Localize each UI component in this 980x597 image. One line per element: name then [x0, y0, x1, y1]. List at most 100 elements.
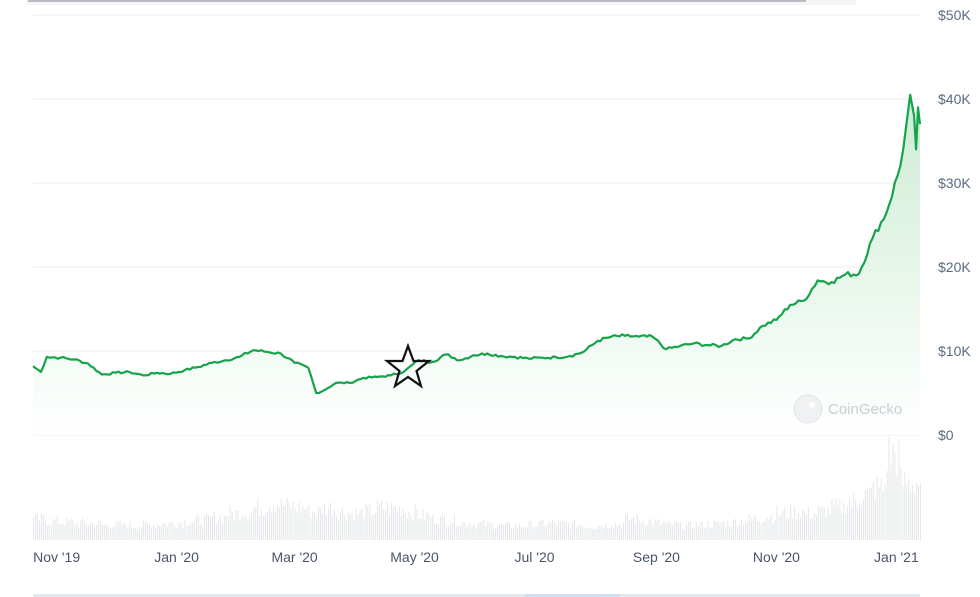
volume-bar — [239, 519, 241, 540]
volume-bar — [910, 491, 912, 540]
volume-bar — [339, 512, 341, 540]
volume-bar — [831, 499, 833, 540]
volume-bar — [908, 478, 910, 540]
volume-bar — [186, 525, 188, 540]
volume-bar — [414, 503, 416, 540]
volume-bar — [575, 528, 577, 540]
volume-bar — [308, 505, 310, 540]
volume-bar — [257, 499, 259, 540]
volume-bar — [512, 528, 514, 540]
y-tick-label: $30K — [938, 175, 971, 191]
volume-bar — [54, 520, 56, 540]
volume-bar — [902, 486, 904, 540]
volume-bar — [328, 508, 329, 540]
volume-bar — [418, 519, 420, 540]
volume-bar — [168, 523, 170, 540]
volume-bar — [101, 524, 103, 540]
volume-bar — [371, 516, 373, 540]
volume-bar — [66, 517, 68, 540]
volume-bar — [255, 507, 257, 540]
x-tick-label: Jan '21 — [874, 549, 919, 565]
volume-bar — [158, 525, 160, 540]
volume-bar — [436, 523, 438, 540]
volume-bar — [432, 514, 434, 540]
volume-bar — [697, 526, 699, 540]
volume-bar — [522, 526, 524, 540]
volume-bar — [461, 522, 463, 540]
volume-bar — [38, 520, 40, 540]
volume-bar — [276, 505, 278, 540]
volume-bar — [514, 524, 516, 540]
volume-bar — [851, 505, 853, 540]
volume-bar — [731, 526, 733, 540]
volume-bar — [278, 508, 280, 540]
navigator-top-bar[interactable] — [26, 0, 856, 5]
coingecko-logo-icon — [793, 394, 823, 424]
volume-bar — [788, 519, 790, 540]
volume-bar — [247, 519, 249, 540]
volume-bar — [668, 521, 670, 540]
volume-bar — [125, 525, 127, 540]
volume-bar — [426, 512, 428, 540]
volume-bar — [849, 500, 851, 540]
volume-bar — [331, 516, 333, 540]
volume-bar — [221, 523, 223, 540]
volume-bar — [343, 514, 345, 540]
volume-bar — [664, 522, 666, 540]
volume-bar — [210, 517, 211, 540]
x-tick-label: Jan '20 — [154, 549, 199, 565]
volume-bar — [333, 509, 335, 540]
volume-bar — [408, 511, 410, 540]
x-tick-label: Nov '20 — [753, 549, 800, 565]
volume-bar — [866, 488, 868, 540]
volume-bar — [843, 502, 845, 540]
volume-bar — [373, 514, 375, 540]
volume-bar — [473, 523, 475, 540]
volume-bar — [310, 518, 312, 540]
volume-bar — [76, 522, 78, 540]
star-marker-icon — [383, 342, 433, 389]
volume-bar — [133, 527, 135, 540]
volume-bar — [528, 520, 530, 540]
volume-bar — [687, 521, 689, 540]
volume-bar — [225, 515, 227, 540]
volume-bar — [691, 527, 693, 540]
navigator-bottom-bar[interactable] — [33, 594, 920, 597]
volume-bar — [259, 515, 261, 540]
volume-bar — [261, 510, 263, 540]
volume-bar — [40, 513, 42, 540]
volume-bar — [566, 522, 567, 540]
volume-bar — [194, 519, 196, 540]
volume-bar — [288, 502, 290, 540]
volume-bar — [764, 520, 766, 540]
volume-bar — [292, 500, 294, 540]
navigator-range-handle[interactable] — [525, 594, 620, 597]
volume-bar — [448, 526, 449, 540]
volume-bar — [48, 524, 50, 540]
volume-bar — [117, 522, 119, 540]
volume-bar — [845, 512, 847, 540]
volume-bar — [46, 525, 48, 540]
volume-bar — [33, 517, 34, 540]
volume-bar — [90, 523, 91, 540]
volume-bar — [475, 528, 477, 540]
navigator-scrollbar[interactable] — [28, 0, 806, 2]
volume-bar — [493, 529, 495, 540]
volume-bar — [825, 518, 827, 540]
volume-bar — [68, 520, 70, 540]
volume-bar — [483, 519, 485, 540]
volume-bar — [823, 508, 825, 540]
volume-bar — [847, 505, 849, 540]
volume-bar — [670, 522, 672, 540]
x-axis: Nov '19 Jan '20 Mar '20 May '20 Jul '20 Sep '… — [33, 549, 919, 565]
volume-bar — [892, 444, 894, 540]
volume-bar — [355, 508, 357, 540]
volume-bar — [735, 519, 737, 540]
volume-bar — [265, 514, 267, 540]
volume-bar — [501, 523, 503, 540]
volume-bar — [819, 507, 821, 540]
volume-bar — [237, 510, 239, 540]
volume-bar — [741, 519, 742, 540]
volume-bar — [723, 521, 725, 540]
volume-bar — [619, 523, 621, 540]
